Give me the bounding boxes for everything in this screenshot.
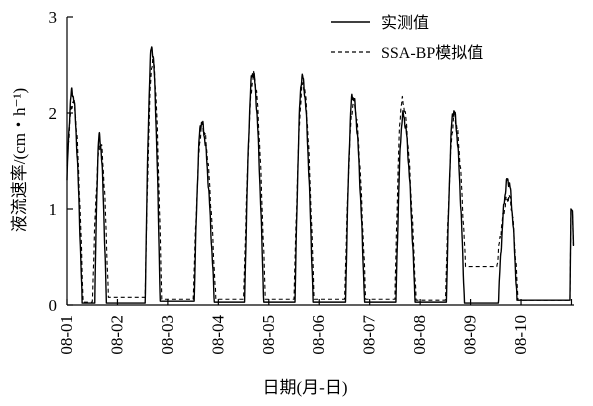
x-tick-label: 08-01	[57, 315, 76, 355]
x-tick-label: 08-05	[259, 315, 278, 355]
plot-area	[66, 46, 575, 304]
x-tick-label: 08-02	[107, 315, 126, 355]
x-tick-label: 08-04	[208, 315, 227, 355]
x-tick-label: 08-03	[158, 315, 177, 355]
x-tick-label: 08-08	[410, 315, 429, 355]
y-tick-label: 0	[49, 296, 58, 315]
x-tick-label: 08-09	[461, 315, 480, 355]
y-axis-ticks: 0 1 2 3	[49, 8, 73, 315]
y-axis-title: 液流速率/(cm・h⁻¹)	[10, 88, 29, 232]
legend-label-simulated: SSA-BP模拟值	[381, 44, 483, 62]
y-tick-label: 2	[49, 104, 58, 123]
y-tick-label: 1	[49, 200, 58, 219]
series-line-simulated	[66, 56, 575, 303]
series-line-measured	[66, 46, 575, 304]
x-axis-title: 日期(月-日)	[263, 378, 348, 397]
x-tick-label: 08-10	[511, 315, 530, 355]
x-tick-label: 08-06	[309, 315, 328, 355]
axes	[66, 17, 574, 306]
x-axis-ticks: 08-01 08-02 08-03 08-04 08-05 08-06 08-07 08-08…	[57, 299, 573, 355]
x-tick-label: 08-07	[360, 315, 379, 355]
y-tick-label: 3	[49, 8, 58, 27]
legend-label-measured: 实测值	[381, 14, 429, 32]
legend: 实测值 SSA-BP模拟值	[331, 14, 483, 62]
